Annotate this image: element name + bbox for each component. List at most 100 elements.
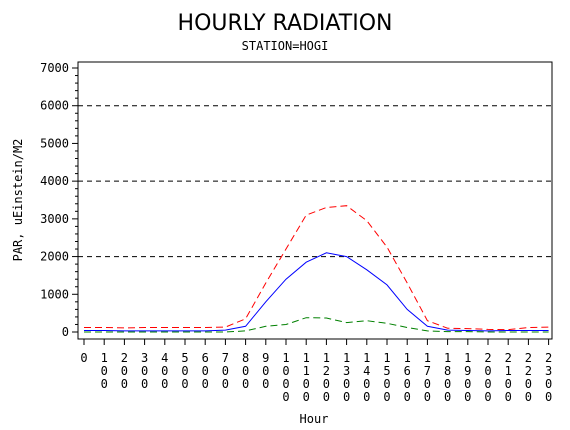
x-tick-label: 0: [242, 364, 249, 378]
y-axis-label: PAR, uEinstein/M2: [11, 139, 25, 262]
x-tick-label: 0: [303, 377, 310, 391]
y-tick-label: 7000: [40, 61, 69, 75]
x-axis: 0 100200300400500600700800900100011001200…: [80, 339, 552, 404]
x-tick-label: 0: [101, 364, 108, 378]
x-tick-label: 7: [424, 364, 431, 378]
x-tick-label: 1: [343, 351, 350, 365]
x-tick-label: 0: [484, 364, 491, 378]
x-tick-label: 9: [262, 351, 269, 365]
plot-frame: [77, 61, 553, 340]
x-tick-label: 0: [282, 364, 289, 378]
x-tick-label: 8: [242, 351, 249, 365]
x-tick-label: 0: [141, 377, 148, 391]
x-tick-label: 0: [161, 364, 168, 378]
x-tick-label: 0: [323, 390, 330, 404]
x-tick-label: 0: [383, 377, 390, 391]
x-tick-label: 0: [505, 390, 512, 404]
x-tick-label: 2: [505, 351, 512, 365]
x-tick-label: 0: [424, 390, 431, 404]
x-tick-label: 0: [222, 364, 229, 378]
x-tick-label: 0: [363, 390, 370, 404]
x-tick-label: 1: [363, 351, 370, 365]
chart-subtitle: STATION=HOGI: [242, 39, 329, 53]
x-tick-label: 3: [343, 364, 350, 378]
series-line-3: [84, 317, 549, 333]
x-tick-label: 0: [464, 377, 471, 391]
x-tick-label: 0: [545, 390, 552, 404]
y-tick-label: 2000: [40, 250, 69, 264]
reference-lines: [78, 105, 552, 258]
x-tick-label: 0: [444, 377, 451, 391]
x-tick-label: 1: [303, 351, 310, 365]
x-tick-label: 1: [424, 351, 431, 365]
x-tick-label: 0: [222, 377, 229, 391]
x-tick-label: 1: [404, 351, 411, 365]
x-tick-label: 0: [282, 377, 289, 391]
chart-title: HOURLY RADIATION: [178, 11, 393, 36]
x-tick-label: 8: [444, 364, 451, 378]
x-tick-label: 2: [525, 351, 532, 365]
x-tick-label: 9: [464, 364, 471, 378]
x-tick-label: 3: [141, 351, 148, 365]
x-tick-label: 0: [444, 390, 451, 404]
x-tick-label: 0: [525, 390, 532, 404]
x-tick-label: 0: [282, 390, 289, 404]
x-tick-label: 1: [323, 351, 330, 365]
y-tick-label: 1000: [40, 287, 69, 301]
x-tick-label: 0: [464, 390, 471, 404]
series-line-2: [84, 252, 549, 332]
x-tick-label: 0: [181, 364, 188, 378]
x-tick-label: 0: [101, 377, 108, 391]
x-tick-label: 0: [545, 377, 552, 391]
x-tick-label: 0: [404, 377, 411, 391]
y-tick-label: 4000: [40, 174, 69, 188]
x-tick-label: 0: [141, 364, 148, 378]
x-tick-label: 0: [525, 377, 532, 391]
x-tick-label: 0: [505, 377, 512, 391]
x-tick-label: 6: [404, 364, 411, 378]
x-tick-label: 1: [383, 351, 390, 365]
x-tick-label: 0: [121, 364, 128, 378]
x-tick-label: 0: [343, 377, 350, 391]
x-tick-label: 0: [242, 377, 249, 391]
x-tick-label: 0: [484, 390, 491, 404]
x-tick-label: 0: [161, 377, 168, 391]
x-tick-label: 4: [363, 364, 370, 378]
x-tick-label: 1: [464, 351, 471, 365]
x-tick-label: 7: [222, 351, 229, 365]
x-tick-label: 0: [323, 377, 330, 391]
x-tick-label: 0: [262, 377, 269, 391]
y-tick-label: 6000: [40, 99, 69, 113]
x-tick-label: 3: [545, 364, 552, 378]
x-tick-label: 0: [363, 377, 370, 391]
x-tick-label: 0: [303, 390, 310, 404]
x-tick-label: 2: [121, 351, 128, 365]
y-axis: 0 1000 2000 3000 4000 5000 6000 7000: [40, 61, 78, 339]
x-tick-label: 0: [202, 364, 209, 378]
y-tick-label: 5000: [40, 136, 69, 150]
x-tick-label: 1: [444, 351, 451, 365]
x-tick-label: 2: [525, 364, 532, 378]
x-tick-label: 0: [262, 364, 269, 378]
x-tick-label: 0: [404, 390, 411, 404]
x-tick-label: 4: [161, 351, 168, 365]
x-tick-label: 2: [484, 351, 491, 365]
y-tick-label: 0: [62, 325, 69, 339]
x-tick-label: 1: [303, 364, 310, 378]
x-tick-label: 1: [505, 364, 512, 378]
x-tick-label: 0: [202, 377, 209, 391]
x-tick-label: 0: [383, 390, 390, 404]
x-tick-label: 0: [80, 351, 87, 365]
x-tick-label: 6: [202, 351, 209, 365]
y-tick-label: 3000: [40, 212, 69, 226]
x-tick-label: 5: [181, 351, 188, 365]
series-line-1: [84, 205, 549, 331]
x-tick-label: 1: [282, 351, 289, 365]
x-tick-label: 2: [545, 351, 552, 365]
series-lines: [84, 205, 549, 333]
x-tick-label: 1: [101, 351, 108, 365]
x-axis-label: Hour: [300, 412, 329, 426]
x-tick-label: 0: [484, 377, 491, 391]
x-tick-label: 0: [424, 377, 431, 391]
